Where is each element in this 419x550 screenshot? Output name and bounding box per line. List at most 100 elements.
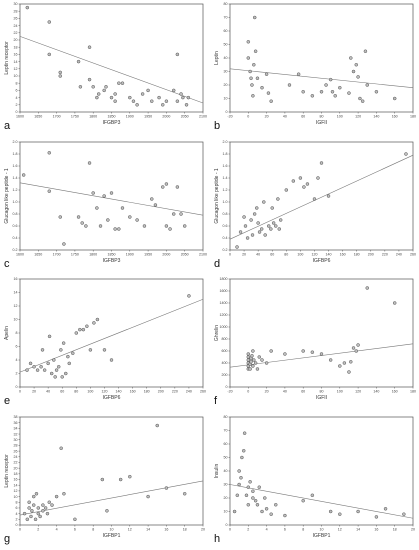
data-point (22, 511, 27, 515)
scatter-panel-d: 0 20 40 60 80 100 120 140 160 180 200 220 240 260 0.2 0… (210, 138, 419, 275)
data-point (91, 190, 95, 195)
y-tick-label: 8 (16, 81, 18, 85)
regression-line (19, 182, 204, 215)
data-point (277, 226, 281, 231)
data-point (259, 226, 264, 231)
data-point (319, 90, 324, 94)
data-point (328, 509, 333, 513)
data-point (128, 214, 132, 219)
data-point (142, 223, 147, 228)
x-tick-label: 6 (74, 527, 76, 531)
x-tick-label: 20 (411, 527, 415, 531)
data-point (38, 514, 42, 518)
data-point (255, 502, 260, 506)
y-tick-label: 32 (14, 432, 18, 436)
data-point (242, 214, 246, 219)
data-point (105, 508, 109, 513)
x-tick-label: 1650 (34, 252, 42, 256)
scatter-svg-e: 0 20 40 60 80 100 120 140 160 180 200 220 240 260 0 2 4 6… (4, 277, 206, 407)
data-point (356, 75, 360, 79)
data-point (237, 468, 241, 473)
y-tick-label: 22 (14, 31, 18, 35)
x-tick-label: 6 (284, 527, 286, 531)
scatter-svg-a: 1600 1650 1700 1750 1800 1850 1900 1950 2000 2050… (4, 2, 207, 132)
data-point (260, 509, 264, 513)
scatter-svg-f: -20 0 20 40 60 80 100 120 140 160 1800200400600800… (214, 277, 416, 407)
x-tick-label: 180 (410, 390, 416, 394)
data-point (120, 205, 125, 210)
y-tick-label: 8 (16, 331, 18, 335)
data-point (263, 495, 267, 500)
data-point (249, 76, 253, 80)
data-point (383, 506, 388, 511)
data-point (113, 92, 117, 96)
y-tick-label: 26 (14, 449, 18, 453)
y-tick-label: 12 (14, 67, 18, 71)
x-tick-label: 120 (355, 390, 361, 394)
data-point (164, 223, 169, 228)
data-point (237, 482, 241, 486)
data-point (256, 220, 260, 225)
panel-letter: g (4, 533, 10, 545)
y-tick-label: 1.4 (223, 176, 228, 180)
data-point (59, 446, 63, 450)
data-point (175, 52, 180, 57)
x-tick-label: -20 (227, 115, 232, 119)
x-tick-label: 2050 (181, 252, 189, 256)
y-tick-label: 20 (224, 83, 228, 87)
data-point (301, 90, 305, 94)
data-point (46, 361, 50, 366)
data-point (73, 517, 77, 521)
panel-letter: f (214, 395, 218, 407)
x-tick-label: 80 (320, 390, 324, 394)
data-point (184, 103, 189, 107)
x-tick-label: 1850 (108, 252, 116, 256)
data-point (301, 498, 305, 502)
y-tick-label: 10 (14, 74, 18, 78)
y-tick-label: 20 (224, 496, 228, 500)
data-point (74, 331, 79, 335)
data-point (312, 196, 317, 201)
y-tick-label: 600 (222, 349, 228, 353)
x-tick-label: 220 (172, 390, 178, 394)
y-tick-label: 28 (14, 443, 18, 447)
data-point (47, 188, 52, 193)
data-point (47, 150, 52, 155)
data-point (87, 77, 92, 82)
data-point (168, 226, 172, 231)
data-point (157, 95, 161, 100)
data-point (248, 479, 252, 484)
x-tick-label: 10 (110, 527, 114, 531)
y-tick-label: 10 (224, 97, 228, 101)
y-tick-label: 2 (16, 103, 18, 107)
y-tick-label: 0 (226, 523, 228, 527)
data-point (28, 361, 33, 366)
x-tick-label: 240 (396, 252, 402, 256)
x-tick-label: 100 (337, 390, 343, 394)
x-tick-label: 20 (265, 115, 269, 119)
y-tick-label: 0 (16, 523, 18, 527)
panel-letter: e (4, 395, 10, 407)
x-tick-label: 40 (46, 390, 50, 394)
data-point (291, 178, 296, 183)
y-axis-label: Leptin (214, 51, 220, 65)
data-point (253, 49, 258, 53)
x-tick-label: 60 (301, 115, 305, 119)
data-point (66, 354, 70, 359)
data-point (118, 477, 123, 481)
data-point (264, 361, 269, 365)
x-tick-label: 80 (284, 252, 288, 256)
data-point (252, 63, 256, 67)
data-point (87, 160, 92, 165)
data-point (269, 226, 273, 231)
data-point (255, 205, 259, 210)
data-point (392, 96, 397, 101)
data-point (56, 365, 61, 369)
plot-frame (229, 278, 414, 388)
data-point (43, 505, 48, 510)
data-point (404, 151, 408, 156)
y-tick-label: 1.8 (223, 152, 228, 156)
data-point (241, 448, 246, 452)
x-tick-label: 180 (354, 252, 360, 256)
data-point (246, 352, 251, 356)
